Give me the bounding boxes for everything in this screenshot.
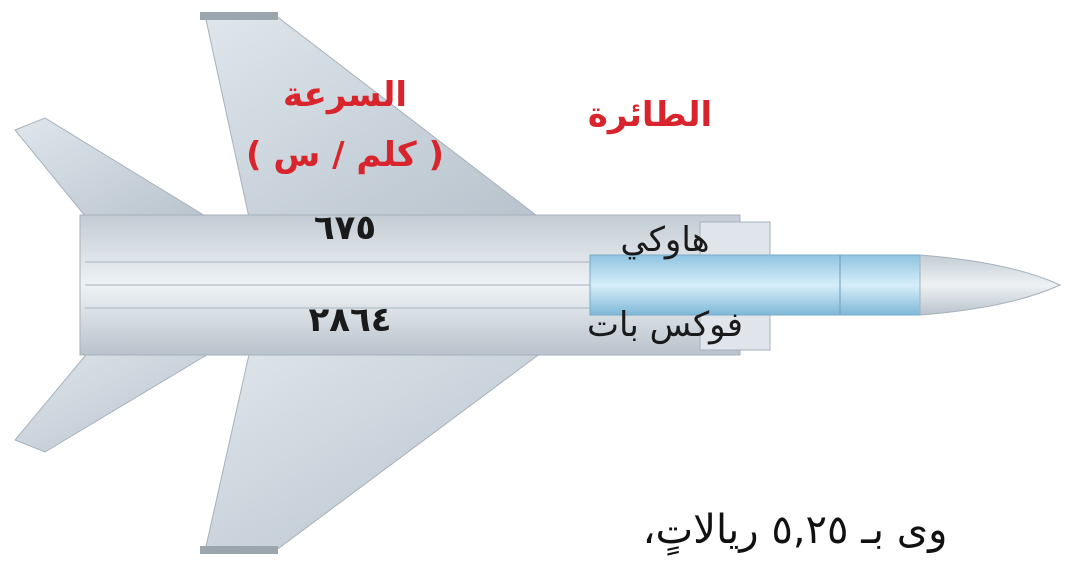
- header-aircraft: الطائرة: [587, 95, 713, 135]
- header-speed-unit: ( كلم / س ): [245, 135, 445, 175]
- caption-text: وى بـ ٥,٢٥ ريالاتٍ،: [642, 507, 948, 553]
- aircraft-speed: ٦٧٥: [313, 208, 377, 248]
- aircraft-speed: ٢٨٦٤: [308, 300, 392, 340]
- aircraft-name: هاوكي: [620, 220, 710, 260]
- aircraft-name: فوكس بات: [587, 305, 743, 345]
- header-speed: السرعة: [282, 75, 408, 115]
